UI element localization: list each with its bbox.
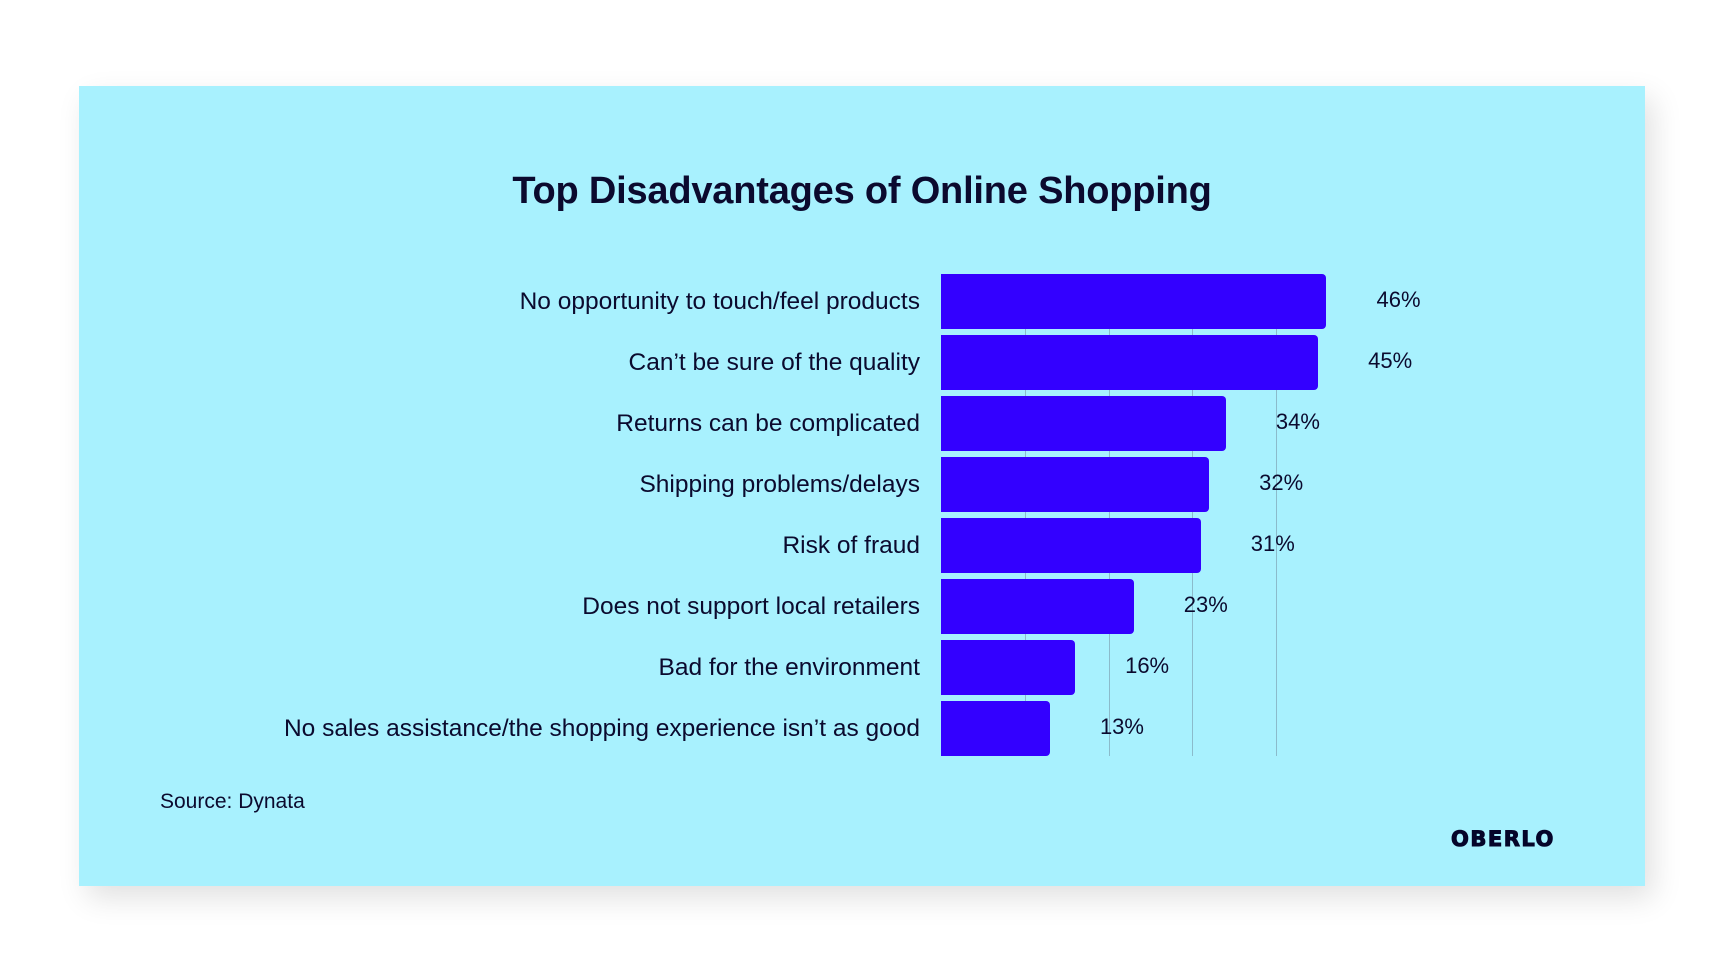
category-label: Bad for the environment	[658, 654, 921, 681]
gridline-10	[1024, 274, 1026, 756]
value-label: 34%	[1275, 409, 1320, 434]
value-label: 45%	[1368, 348, 1413, 373]
category-label: Can’t be sure of the quality	[628, 349, 920, 376]
category-label: No sales assistance/the shopping experie…	[283, 715, 920, 742]
value-label: 16%	[1125, 653, 1170, 678]
gridline-40	[1276, 274, 1278, 756]
category-label: No opportunity to touch/feel products	[519, 288, 920, 315]
bar	[941, 518, 1201, 573]
chart-card: Top Disadvantages of Online Shopping No …	[79, 86, 1645, 886]
gridline-30	[1192, 274, 1194, 756]
plot-area: No opportunity to touch/feel products 46%…	[79, 86, 1645, 886]
category-label: Shipping problems/delays	[639, 471, 920, 498]
value-label: 32%	[1259, 470, 1304, 495]
value-label: 31%	[1250, 531, 1295, 556]
oberlo-logo: OBERLO	[1451, 827, 1555, 852]
value-label: 13%	[1099, 714, 1144, 739]
bar	[941, 457, 1210, 512]
bar	[941, 274, 1327, 329]
chart-title: Top Disadvantages of Online Shopping	[512, 170, 1212, 212]
gridline-20	[1108, 274, 1110, 756]
category-label: Risk of fraud	[782, 532, 920, 559]
bar	[941, 701, 1050, 756]
value-label: 46%	[1376, 287, 1421, 312]
value-label: 23%	[1183, 592, 1228, 617]
source-note: Source: Dynata	[160, 790, 305, 813]
category-label: Does not support local retailers	[582, 593, 920, 620]
bar	[941, 640, 1076, 695]
category-label: Returns can be complicated	[616, 410, 920, 437]
bar	[941, 335, 1319, 390]
bar	[941, 396, 1226, 451]
bar	[941, 579, 1134, 634]
